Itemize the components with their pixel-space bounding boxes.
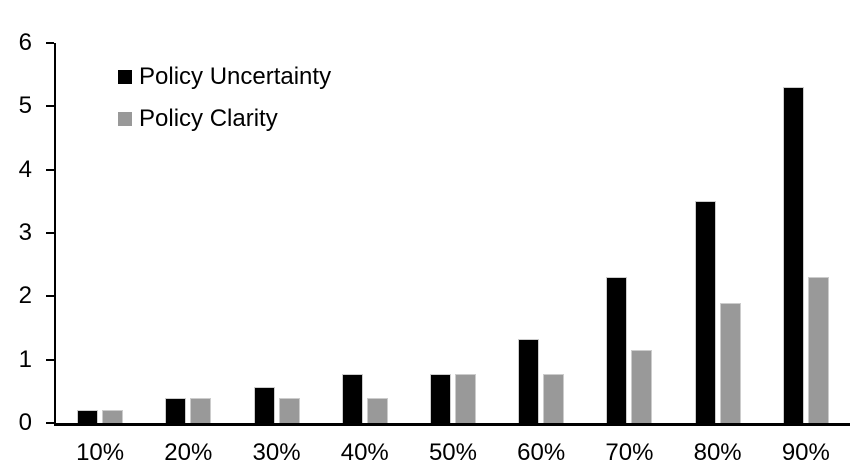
y-axis-tick	[46, 295, 54, 298]
x-tick-label: 20%	[164, 439, 213, 466]
y-axis-tick	[46, 168, 54, 171]
y-axis-tick	[46, 105, 54, 108]
bar-group-60pct	[497, 43, 585, 423]
legend-label-policy-clarity: Policy Clarity	[139, 105, 278, 132]
x-tick-label: 50%	[428, 439, 477, 466]
y-axis-tick	[46, 42, 54, 44]
y-tick-label: 4	[18, 155, 32, 183]
bar-policy-clarity-30pct	[278, 397, 300, 423]
legend-label-policy-uncertainty: Policy Uncertainty	[139, 63, 332, 90]
bar-policy-clarity-10pct	[102, 410, 124, 423]
bar-policy-uncertainty-10pct	[77, 410, 99, 423]
x-tick-label: 70%	[605, 439, 654, 466]
y-axis-tick	[46, 422, 54, 424]
bar-group-50pct	[409, 43, 497, 423]
x-axis-labels: 10% 20% 30% 40% 50% 60% 70% 80% 90%	[56, 440, 850, 466]
bar-groups	[56, 43, 850, 423]
x-tick-label: 60%	[517, 439, 566, 466]
y-tick-label: 6	[18, 29, 32, 56]
legend-item-policy-clarity: Policy Clarity	[118, 105, 331, 133]
y-tick-label: 3	[18, 219, 32, 246]
bar-group-30pct	[232, 43, 320, 423]
bar-policy-clarity-20pct	[190, 397, 212, 423]
bar-policy-uncertainty-90pct	[782, 87, 804, 423]
legend-swatch-policy-clarity-icon	[118, 112, 132, 126]
bar-policy-clarity-70pct	[631, 350, 653, 423]
bar-policy-uncertainty-30pct	[253, 386, 275, 423]
legend-item-policy-uncertainty: Policy Uncertainty	[118, 63, 331, 91]
bar-group-90pct	[762, 43, 850, 423]
bar-policy-uncertainty-40pct	[341, 374, 363, 423]
bar-policy-clarity-40pct	[366, 397, 388, 423]
bar-policy-uncertainty-50pct	[429, 373, 451, 423]
bar-policy-uncertainty-60pct	[518, 338, 540, 423]
bar-group-10pct	[56, 43, 144, 423]
bar-policy-uncertainty-80pct	[694, 201, 716, 423]
y-axis-tick	[46, 358, 54, 361]
x-tick-label: 10%	[76, 439, 125, 466]
y-tick-label: 2	[18, 282, 32, 310]
bar-policy-clarity-90pct	[807, 277, 829, 423]
bar-policy-clarity-60pct	[543, 374, 565, 423]
bar-group-70pct	[585, 43, 673, 423]
bar-group-20pct	[144, 43, 232, 423]
y-axis-tick	[46, 232, 54, 234]
x-tick-label: 40%	[340, 439, 389, 466]
plot-area: 0 1 2 3 4 5 6 10% 20% 30% 40% 50% 60% 70% 80% 90%	[19, 30, 850, 466]
y-tick-label: 5	[18, 92, 32, 120]
y-tick-label: 0	[18, 409, 32, 436]
bar-policy-clarity-80pct	[719, 302, 741, 423]
legend: Policy Uncertainty Policy Clarity	[118, 63, 331, 133]
x-tick-label: 90%	[781, 439, 830, 466]
bar-policy-uncertainty-20pct	[165, 397, 187, 423]
legend-swatch-policy-uncertainty-icon	[118, 70, 132, 84]
y-tick-label: 1	[18, 345, 32, 373]
bar-group-80pct	[674, 43, 762, 423]
bar-group-40pct	[321, 43, 409, 423]
x-tick-label: 80%	[693, 439, 742, 466]
bar-policy-clarity-50pct	[454, 374, 476, 423]
x-tick-label: 30%	[252, 439, 301, 466]
bar-policy-uncertainty-70pct	[606, 277, 628, 423]
